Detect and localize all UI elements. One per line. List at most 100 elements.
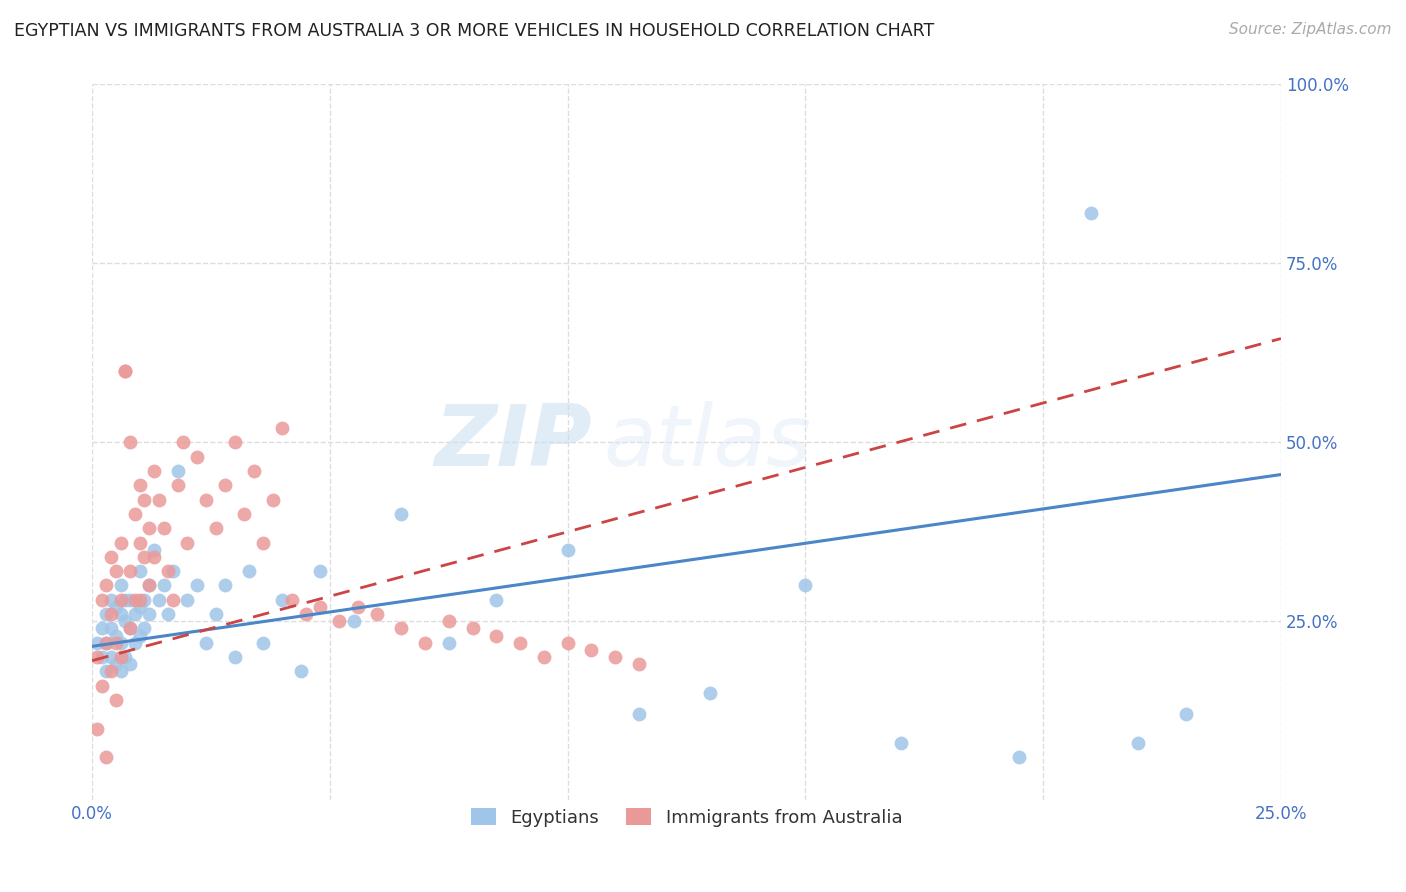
Point <box>794 578 817 592</box>
Point <box>485 592 508 607</box>
Text: Source: ZipAtlas.com: Source: ZipAtlas.com <box>1229 22 1392 37</box>
Point <box>186 578 208 592</box>
Point <box>162 592 184 607</box>
Point <box>413 636 436 650</box>
Point <box>138 578 160 592</box>
Point <box>262 492 284 507</box>
Point <box>281 592 304 607</box>
Point <box>90 592 112 607</box>
Point <box>224 650 246 665</box>
Point <box>128 535 150 549</box>
Point <box>104 629 127 643</box>
Point <box>90 650 112 665</box>
Point <box>627 657 650 672</box>
Point <box>100 622 122 636</box>
Point <box>110 607 132 621</box>
Point <box>233 507 256 521</box>
Point <box>176 592 198 607</box>
Point <box>699 686 721 700</box>
Point <box>110 650 132 665</box>
Point <box>104 599 127 614</box>
Point <box>152 578 174 592</box>
Point <box>557 636 579 650</box>
Point <box>110 636 132 650</box>
Point <box>90 622 112 636</box>
Point <box>104 564 127 578</box>
Point <box>309 564 332 578</box>
Point <box>328 614 350 628</box>
Point <box>389 507 412 521</box>
Point <box>1080 206 1102 220</box>
Point <box>134 492 156 507</box>
Point <box>509 636 531 650</box>
Point <box>157 564 180 578</box>
Point <box>1008 750 1031 764</box>
Point <box>366 607 388 621</box>
Point <box>100 607 122 621</box>
Point <box>120 592 142 607</box>
Point <box>252 636 274 650</box>
Point <box>176 535 198 549</box>
Point <box>104 636 127 650</box>
Point <box>128 564 150 578</box>
Point <box>204 607 226 621</box>
Point <box>124 592 146 607</box>
Point <box>389 622 412 636</box>
Point <box>104 693 127 707</box>
Point <box>581 643 603 657</box>
Text: ZIP: ZIP <box>434 401 592 483</box>
Point <box>110 665 132 679</box>
Point <box>195 636 218 650</box>
Point <box>100 592 122 607</box>
Point <box>128 592 150 607</box>
Point <box>96 750 118 764</box>
Point <box>214 478 236 492</box>
Point <box>152 521 174 535</box>
Point <box>114 364 136 378</box>
Point <box>148 592 170 607</box>
Point <box>96 607 118 621</box>
Point <box>172 435 194 450</box>
Point <box>605 650 627 665</box>
Point <box>104 657 127 672</box>
Point <box>124 607 146 621</box>
Point <box>224 435 246 450</box>
Point <box>96 636 118 650</box>
Point <box>204 521 226 535</box>
Point <box>252 535 274 549</box>
Point <box>186 450 208 464</box>
Point <box>138 607 160 621</box>
Point <box>128 629 150 643</box>
Point <box>195 492 218 507</box>
Point <box>96 578 118 592</box>
Point <box>128 599 150 614</box>
Point <box>437 614 460 628</box>
Point <box>166 478 188 492</box>
Point <box>120 435 142 450</box>
Point <box>100 650 122 665</box>
Point <box>143 542 166 557</box>
Point <box>148 492 170 507</box>
Point <box>143 464 166 478</box>
Point <box>1174 707 1197 722</box>
Point <box>86 650 108 665</box>
Point <box>120 564 142 578</box>
Point <box>347 599 370 614</box>
Point <box>110 578 132 592</box>
Point <box>461 622 484 636</box>
Point <box>114 650 136 665</box>
Point <box>290 665 312 679</box>
Point <box>86 722 108 736</box>
Point <box>138 521 160 535</box>
Point <box>134 592 156 607</box>
Point <box>124 636 146 650</box>
Point <box>100 549 122 564</box>
Point <box>1128 736 1150 750</box>
Point <box>90 679 112 693</box>
Point <box>557 542 579 557</box>
Point <box>295 607 318 621</box>
Point <box>533 650 555 665</box>
Text: EGYPTIAN VS IMMIGRANTS FROM AUSTRALIA 3 OR MORE VEHICLES IN HOUSEHOLD CORRELATIO: EGYPTIAN VS IMMIGRANTS FROM AUSTRALIA 3 … <box>14 22 935 40</box>
Text: atlas: atlas <box>603 401 811 483</box>
Point <box>120 657 142 672</box>
